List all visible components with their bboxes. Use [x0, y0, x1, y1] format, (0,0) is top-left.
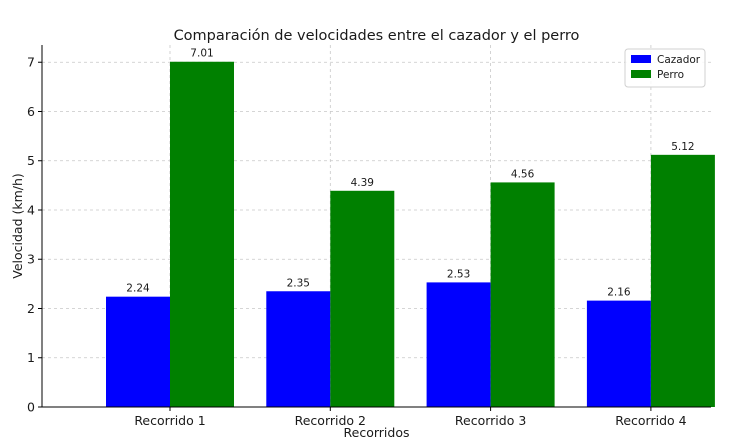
y-tick-label-4: 4: [27, 202, 35, 217]
data-label-cazador-recorrido-3: 2.53: [447, 268, 470, 280]
y-tick-label-5: 5: [27, 153, 35, 168]
bar-cazador-recorrido-1: [106, 296, 170, 407]
data-label-cazador-recorrido-4: 2.16: [607, 287, 631, 299]
legend-swatch-cazador: [631, 55, 651, 63]
x-axis-label: Recorridos: [344, 425, 410, 440]
bar-perro-recorrido-3: [490, 182, 555, 407]
bar-cazador-recorrido-2: [266, 291, 331, 407]
x-tick-labels: Recorrido 1 Recorrido 2 Recorrido 3 Recorri…: [134, 407, 687, 428]
data-label-perro-recorrido-3: 4.56: [511, 168, 535, 180]
y-tick-label-1: 1: [27, 350, 35, 365]
legend-swatch-perro: [631, 70, 651, 78]
bar-cazador-recorrido-4: [586, 300, 651, 407]
x-tick-label-recorrido-1: Recorrido 1: [134, 413, 205, 428]
bars: [106, 61, 715, 408]
y-tick-label-2: 2: [27, 301, 35, 316]
data-label-perro-recorrido-2: 4.39: [351, 177, 374, 189]
data-label-perro-recorrido-1: 7.01: [190, 48, 213, 60]
x-tick-label-recorrido-3: Recorrido 3: [455, 413, 526, 428]
data-label-cazador-recorrido-1: 2.24: [126, 283, 150, 295]
y-tick-label-7: 7: [27, 55, 35, 70]
data-label-perro-recorrido-4: 5.12: [671, 141, 694, 153]
y-axis-label: Velocidad (km/h): [10, 173, 25, 279]
chart-title: Comparación de velocidades entre el caza…: [174, 28, 580, 44]
y-tick-labels: 0 1 2 3 4 5 6 7: [27, 55, 42, 415]
legend-label-perro: Perro: [657, 69, 684, 81]
bar-perro-recorrido-4: [650, 154, 715, 407]
x-tick-label-recorrido-2: Recorrido 2: [295, 413, 366, 428]
data-label-cazador-recorrido-2: 2.35: [287, 277, 310, 289]
y-tick-label-3: 3: [27, 252, 35, 267]
axes: [41, 45, 711, 408]
bar-perro-recorrido-2: [330, 190, 395, 407]
bar-perro-recorrido-1: [170, 61, 234, 408]
bar-cazador-recorrido-3: [426, 282, 491, 407]
legend: Cazador Perro: [624, 48, 706, 88]
data-labels: 2.24 2.35 2.53 2.16 7.01 4.39 4.56 5.12: [126, 48, 694, 299]
y-tick-label-6: 6: [27, 104, 35, 119]
x-tick-label-recorrido-4: Recorrido 4: [615, 413, 686, 428]
y-tick-label-0: 0: [27, 400, 35, 415]
legend-label-cazador: Cazador: [657, 54, 701, 66]
